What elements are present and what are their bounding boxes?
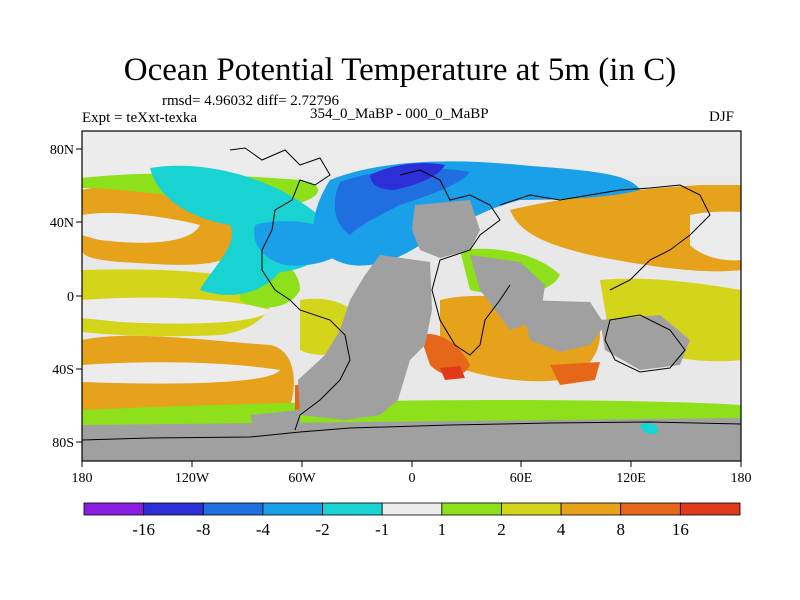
y-tick-label: 40N [50, 216, 74, 231]
x-tick-label: 60E [510, 471, 533, 486]
x-axis-labels: 180 120W 60W 0 60E 120E 180 [72, 471, 752, 486]
colorbar-swatch [381, 502, 443, 516]
colorbar-swatch [262, 502, 323, 516]
colorbar-swatch [620, 502, 681, 516]
land-antarctic-peninsula [250, 410, 300, 432]
neutral-band-1 [82, 297, 270, 324]
x-tick-label: 180 [72, 471, 93, 486]
cold-patch-southern [640, 422, 659, 435]
coastline-americas [229, 147, 351, 431]
cold-region-mid [334, 168, 470, 235]
season-label: DJF [709, 109, 735, 125]
land-asia [520, 300, 605, 352]
hot-region-madagascar [420, 334, 470, 376]
y-tick-label: 80N [50, 143, 74, 158]
colorbar-swatch [441, 502, 502, 516]
colorbar-swatch [322, 502, 383, 516]
neutral-band-2 [82, 362, 280, 384]
y-axis-labels: 80N 40N 0 40S 80S [50, 143, 74, 451]
colorbar-swatch [83, 502, 145, 516]
colorbar-label: 1 [438, 520, 447, 539]
x-tick-label: 60W [288, 471, 316, 486]
y-tick-label: 80S [52, 436, 74, 451]
coastline-australia [604, 314, 686, 373]
colorbar-label: 8 [616, 520, 625, 539]
coastline-antarctica [82, 421, 741, 441]
colorbar-label: 2 [497, 520, 506, 539]
colorbar-swatch [202, 502, 264, 516]
colorbar: -16 -8 -4 -2 -1 1 2 4 8 16 [83, 502, 741, 539]
neutral-band-4 [690, 211, 741, 261]
hot-region-australia [550, 362, 600, 385]
warm-region-east-asia [510, 185, 741, 272]
colorbar-swatch [679, 502, 741, 516]
land-south-america [298, 255, 432, 420]
x-tick-label: 0 [409, 471, 416, 486]
y-tick-label: 40S [52, 363, 74, 378]
coastlines [82, 147, 741, 441]
land-antarctica [82, 418, 741, 461]
hot-spot [440, 366, 465, 380]
map-title: Ocean Potential Temperature at 5m (in C) [123, 52, 677, 88]
experiment-label: Expt = teXxt-texka [82, 110, 198, 126]
cold-region-core [370, 163, 445, 190]
y-tick-label: 0 [67, 290, 74, 305]
comparison-label: 354_0_MaBP - 000_0_MaBP [310, 106, 489, 122]
cold-region-pacific [254, 220, 350, 266]
map-field [82, 131, 741, 461]
colorbar-label: 4 [557, 520, 566, 539]
colorbar-label: -1 [375, 520, 389, 539]
coastline-asia [499, 184, 711, 291]
colorbar-swatch [501, 502, 562, 516]
land-north-america [412, 200, 480, 258]
colorbar-label: -16 [132, 520, 155, 539]
colorbar-swatch [143, 502, 204, 516]
colorbar-label: -4 [256, 520, 271, 539]
coastline-europe-africa [399, 169, 511, 356]
x-tick-label: 120W [175, 471, 210, 486]
colorbar-label: 16 [672, 520, 689, 539]
colorbar-swatch [560, 502, 622, 516]
stats-label: rmsd= 4.96032 diff= 2.72796 [162, 93, 340, 109]
tick-marks [76, 148, 742, 467]
x-tick-label: 180 [731, 471, 752, 486]
x-tick-label: 120E [616, 471, 646, 486]
colorbar-label: -2 [315, 520, 329, 539]
neutral-band-3 [82, 213, 200, 243]
colorbar-label: -8 [196, 520, 210, 539]
